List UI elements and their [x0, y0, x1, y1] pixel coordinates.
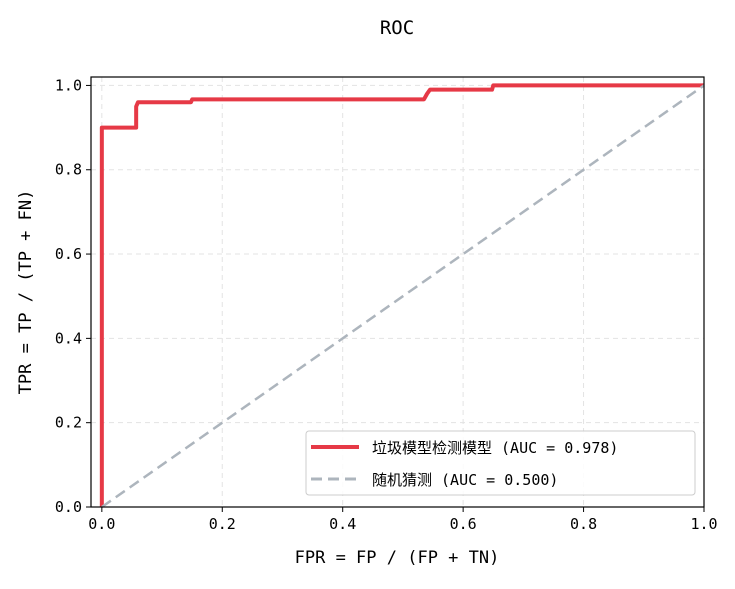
y-tick-label: 0.0 [55, 498, 82, 516]
y-tick-label: 0.2 [55, 414, 82, 432]
legend: 垃圾模型检测模型 (AUC = 0.978) 随机猜测 (AUC = 0.500… [305, 430, 696, 496]
random-guess-line [101, 84, 705, 509]
legend-label-random: 随机猜测 (AUC = 0.500) [372, 471, 558, 489]
plot-frame [90, 76, 705, 508]
y-axis-label: TPR = TP / (TP + FN) [16, 190, 36, 395]
y-tick-label: 1.0 [55, 76, 82, 94]
x-axis-label: FPR = FP / (FP + TN) [295, 548, 500, 568]
x-tick-label: 0.2 [209, 515, 236, 533]
model-roc-curve [99, 83, 704, 507]
x-tick-label: 0.6 [450, 515, 477, 533]
x-tick-label: 1.0 [690, 515, 717, 533]
x-tick-label: 0.4 [329, 515, 356, 533]
x-tick-label: 0.0 [88, 515, 115, 533]
y-tick-label: 0.8 [55, 161, 82, 179]
y-tick-label: 0.6 [55, 245, 82, 263]
y-tick-label: 0.4 [55, 329, 82, 347]
chart-title: ROC [380, 17, 414, 39]
legend-label-model: 垃圾模型检测模型 (AUC = 0.978) [372, 439, 618, 457]
x-tick-label: 0.8 [570, 515, 597, 533]
